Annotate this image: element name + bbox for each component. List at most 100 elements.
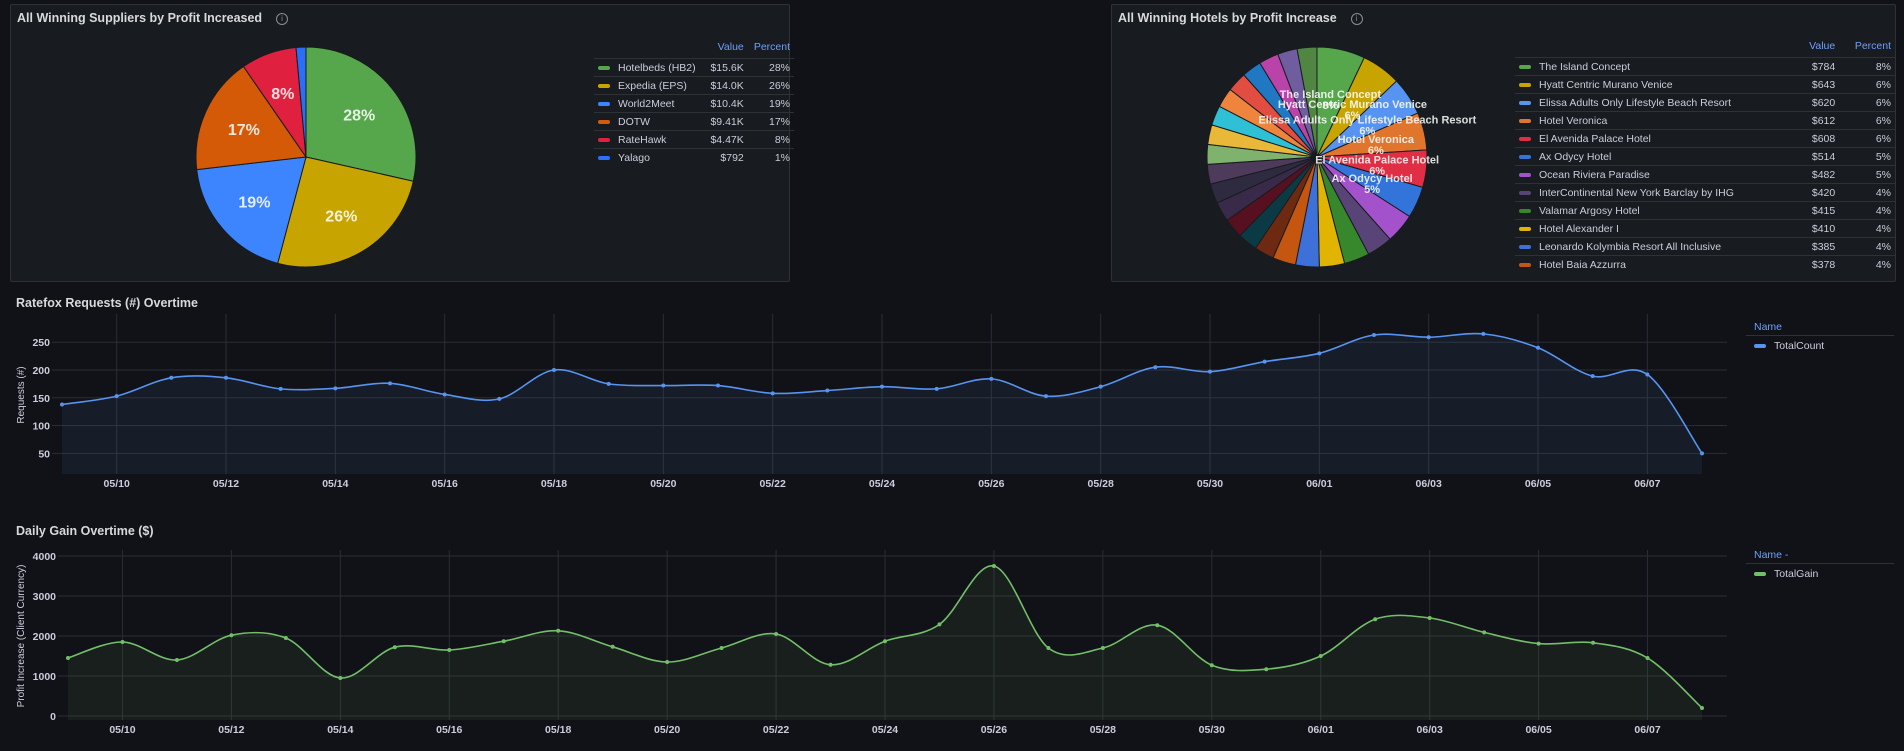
data-point[interactable] [770,391,775,396]
legend-row[interactable]: Expedia (EPS) $14.0K 26% [594,76,794,95]
data-point[interactable] [169,375,174,380]
data-point[interactable] [1591,640,1596,645]
legend-item[interactable]: TotalCount [1746,336,1894,352]
data-point[interactable] [883,639,887,644]
legend-row[interactable]: Hotelbeds (HB2) $15.6K 28% [594,58,794,77]
data-point[interactable] [1208,369,1212,374]
legend-row[interactable]: Hyatt Centric Murano Venice $643 6% [1515,75,1895,94]
legend-row[interactable]: Yalago $792 1% [594,148,794,166]
data-point[interactable] [716,383,720,388]
data-point[interactable] [1590,374,1595,379]
data-point[interactable] [1046,646,1051,650]
data-point[interactable] [1262,359,1267,364]
legend-header-name[interactable]: Name - [1746,549,1894,564]
data-point[interactable] [934,386,939,391]
data-point[interactable] [880,384,884,389]
data-point[interactable] [661,383,666,388]
data-point[interactable] [392,645,397,650]
x-tick-label: 05/12 [218,724,244,736]
legend-item[interactable]: TotalGain [1746,564,1894,580]
data-point[interactable] [1536,345,1540,350]
legend-row[interactable]: InterContinental New York Barclay by IHG… [1515,183,1895,202]
data-point[interactable] [1700,451,1704,456]
legend-row[interactable]: Hotel Baia Azzurra $378 4% [1515,255,1895,273]
legend-row[interactable]: Hotel Veronica $612 6% [1515,111,1895,130]
info-icon[interactable]: i [276,13,289,25]
data-point[interactable] [665,660,670,664]
hotels-legend-scroll[interactable]: Value Percent The Island Concept $784 8% Hy… [1515,37,1897,282]
legend-header-value[interactable]: Value [717,41,744,53]
data-point[interactable] [174,658,179,662]
legend-header-name[interactable]: Name [1746,321,1894,336]
legend-header-percent[interactable]: Percent [1854,40,1891,52]
data-point[interactable] [278,386,283,391]
data-point[interactable] [1481,331,1486,336]
data-point[interactable] [825,388,830,393]
legend-header-value[interactable]: Value [1809,40,1836,52]
data-point[interactable] [1372,333,1376,337]
data-point[interactable] [1317,351,1322,356]
data-point[interactable] [1153,365,1158,370]
pie-slice[interactable] [196,156,307,264]
data-point[interactable] [606,381,611,386]
data-point[interactable] [937,622,942,627]
data-point[interactable] [774,632,779,636]
data-point[interactable] [224,375,228,380]
data-point[interactable] [1426,335,1431,340]
data-point[interactable] [442,392,447,397]
data-point[interactable] [1100,646,1105,650]
x-tick-label: 05/24 [872,724,898,736]
data-point[interactable] [1645,372,1650,377]
data-point[interactable] [828,662,833,667]
data-point[interactable] [1318,654,1323,658]
legend-header-percent[interactable]: Percent [753,41,790,53]
legend-row[interactable]: The Island Concept $784 8% [1515,57,1895,76]
legend-row[interactable]: Valamar Argosy Hotel $415 4% [1515,201,1895,220]
data-point[interactable] [991,564,996,568]
data-point[interactable] [610,644,615,649]
data-point[interactable] [989,376,994,381]
data-point[interactable] [114,394,119,399]
data-point[interactable] [1155,623,1160,628]
data-point[interactable] [447,648,452,652]
data-point[interactable] [388,381,392,386]
pie-slice[interactable] [277,156,414,268]
legend-row[interactable]: Leonardo Kolymbia Resort All Inclusive $3… [1515,237,1895,256]
pie-slice[interactable] [295,46,307,158]
data-point[interactable] [1098,384,1103,389]
data-point[interactable] [333,386,338,391]
legend-row[interactable]: RateHawk $4.47K 8% [594,130,794,149]
data-point[interactable] [1700,706,1704,710]
pie-slice[interactable] [1296,46,1318,158]
data-point[interactable] [556,628,561,633]
legend-row[interactable]: Ocean Riviera Paradise $482 5% [1515,165,1895,184]
legend-row[interactable]: World2Meet $10.4K 19% [594,94,794,113]
data-point[interactable] [229,633,234,638]
data-point[interactable] [719,646,724,650]
pie-slice[interactable] [195,65,307,171]
legend-row[interactable]: El Avenida Palace Hotel $608 6% [1515,129,1895,148]
legend-row[interactable]: Hotel Alexander I $410 4% [1515,219,1895,238]
data-point[interactable] [501,639,506,644]
legend-row[interactable]: Ax Odycy Hotel $514 5% [1515,147,1895,166]
data-point[interactable] [1427,616,1432,620]
data-point[interactable] [1209,663,1214,668]
legend-row[interactable]: DOTW $9.41K 17% [594,112,794,131]
data-point[interactable] [1044,394,1048,399]
data-point[interactable] [283,636,288,640]
data-point[interactable] [1536,641,1541,646]
pie-slice[interactable] [305,46,417,182]
data-point[interactable] [1482,630,1487,635]
legend-value: $385 [1796,237,1840,256]
data-point[interactable] [60,402,64,407]
info-icon[interactable]: i [1350,13,1363,25]
data-point[interactable] [1264,667,1269,672]
data-point[interactable] [1645,656,1650,660]
data-point[interactable] [338,676,343,680]
legend-row[interactable]: Elissa Adults Only Lifestyle Beach Resor… [1515,93,1895,112]
data-point[interactable] [1373,617,1378,622]
data-point[interactable] [497,396,502,401]
data-point[interactable] [120,640,125,644]
data-point[interactable] [66,656,70,660]
data-point[interactable] [552,368,556,372]
